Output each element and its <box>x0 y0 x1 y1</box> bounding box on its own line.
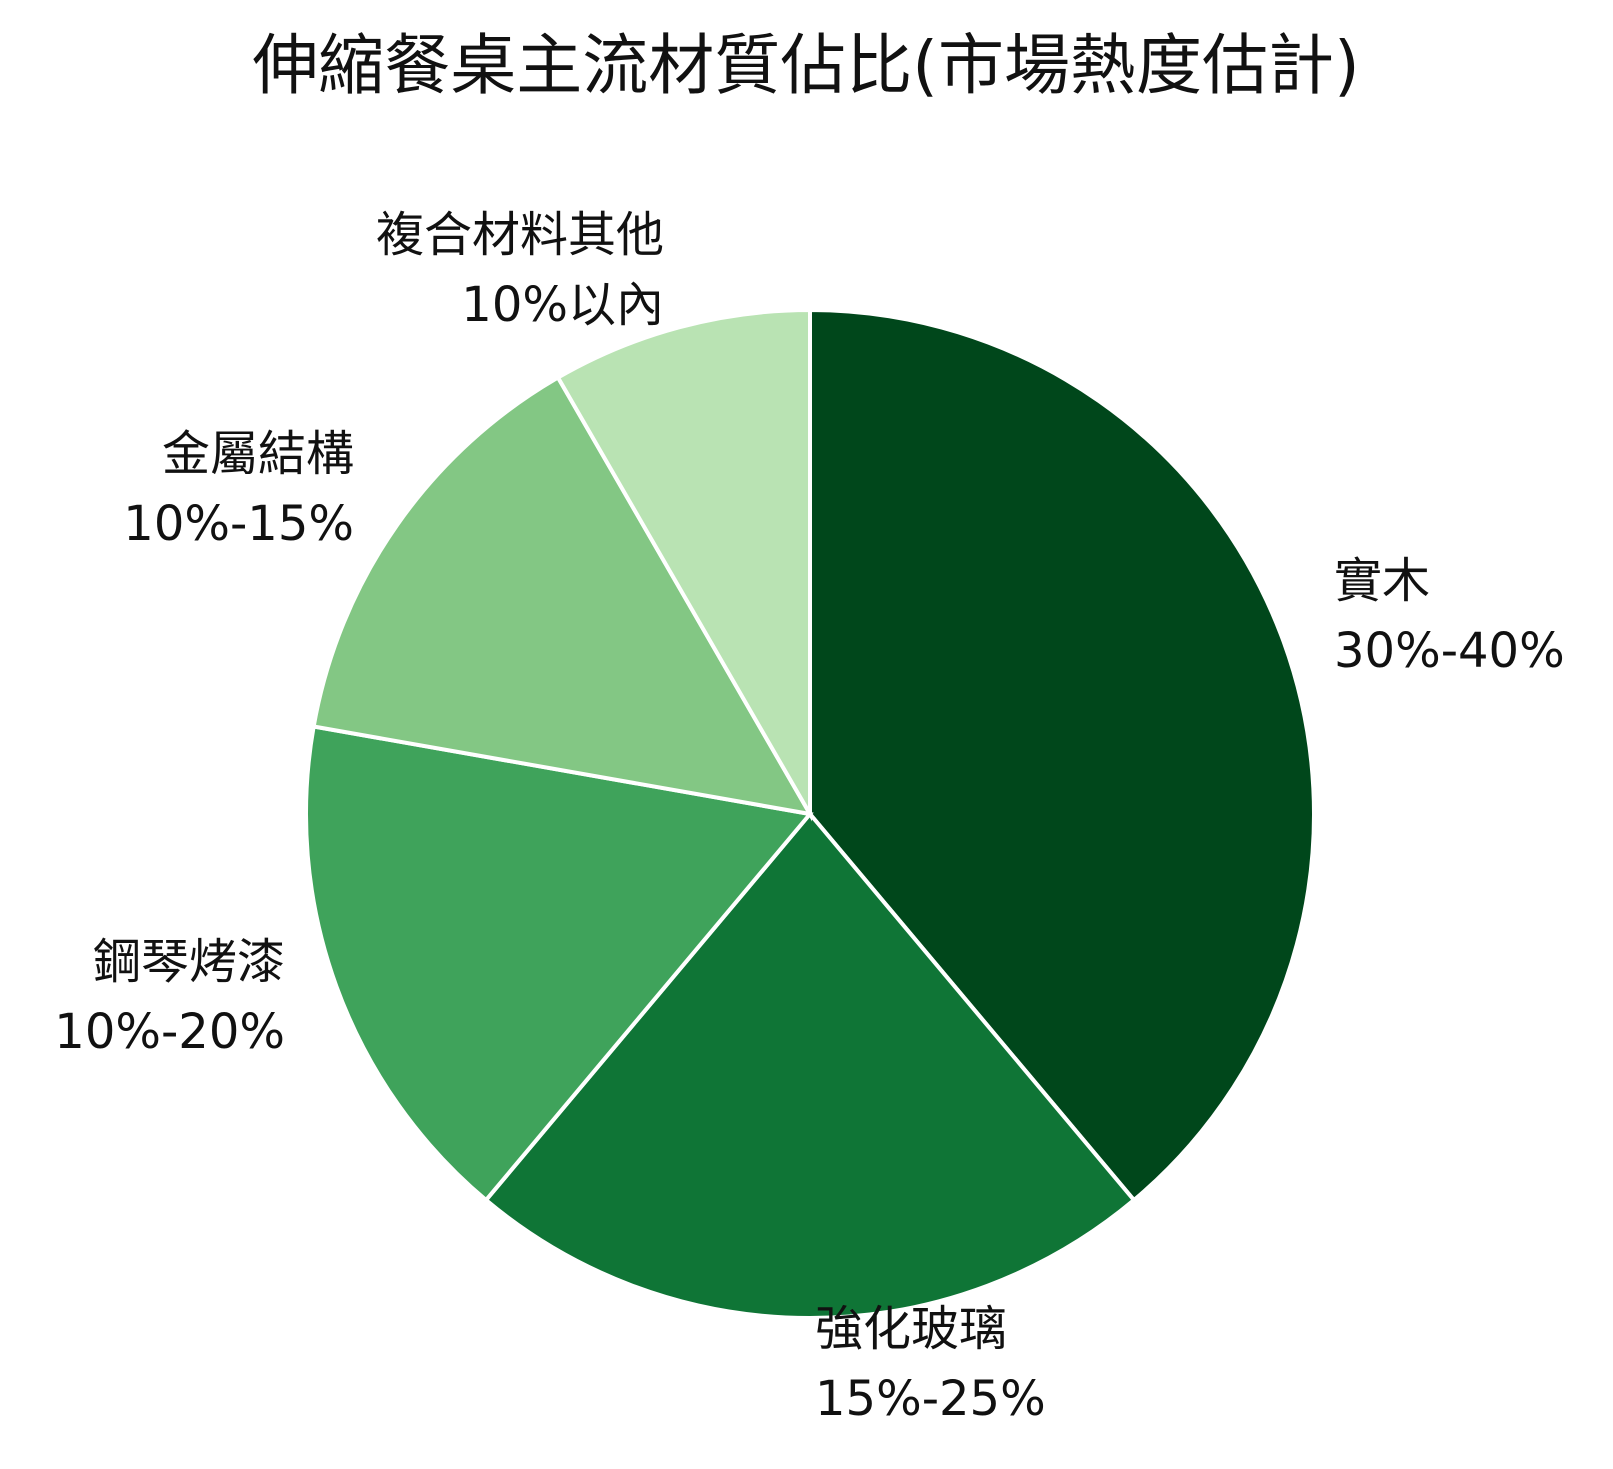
slice-label: 強化玻璃 <box>815 1301 1007 1357</box>
slice-label: 鋼琴烤漆 <box>93 934 285 990</box>
slice-label: 複合材料其他 <box>376 207 664 263</box>
pie-slice <box>808 307 1316 1203</box>
slice-label: 金屬結構 <box>162 426 354 482</box>
slice-value-label: 10%-20% <box>54 1004 285 1060</box>
pie-slice <box>555 307 812 822</box>
slice-value-label: 15%-25% <box>815 1371 1046 1427</box>
slice-value-label: 10%-15% <box>123 496 354 552</box>
pie-slice <box>483 810 1137 1321</box>
slice-value-label: 10%以內 <box>461 277 664 333</box>
pie-slice <box>311 374 814 817</box>
pie-slice <box>304 724 814 1203</box>
slice-label: 實木 <box>1334 553 1430 609</box>
chart-title: 伸縮餐桌主流材質佔比(市場熱度估計) <box>252 27 1360 104</box>
slice-value-label: 30%-40% <box>1334 623 1565 679</box>
